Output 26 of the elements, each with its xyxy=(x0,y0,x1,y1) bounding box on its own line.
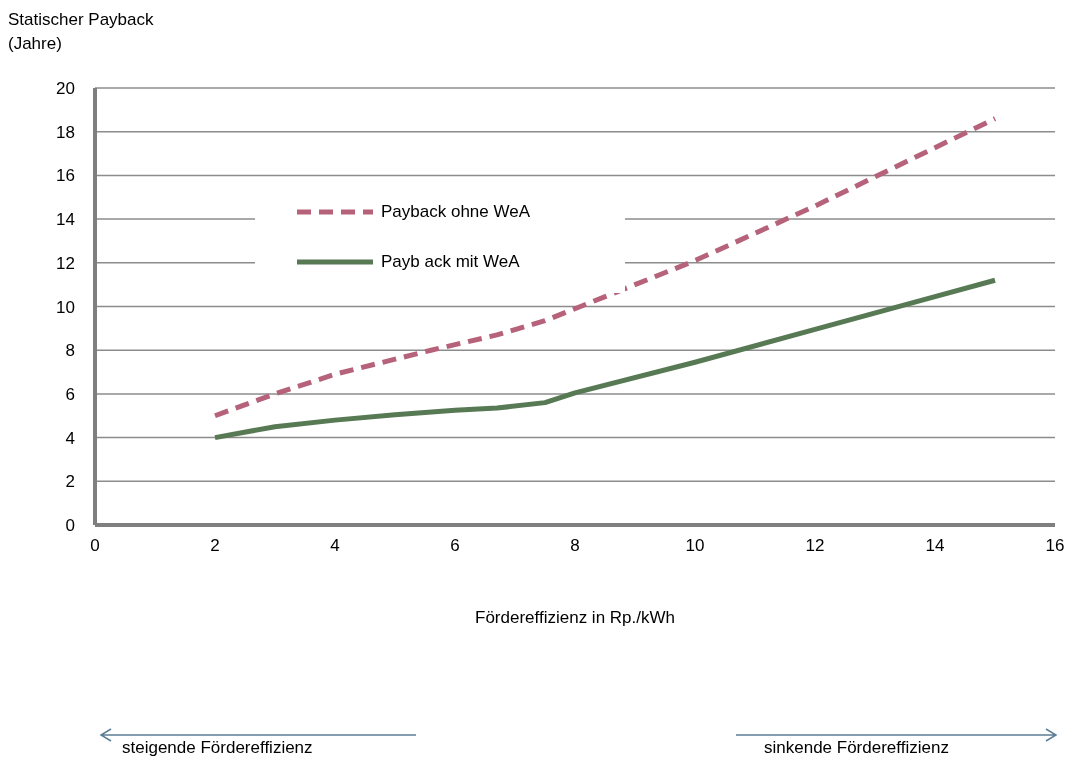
x-tick-label: 4 xyxy=(330,536,340,556)
x-axis-title: Fördereffizienz in Rp./kWh xyxy=(475,608,675,627)
y-tick-label: 18 xyxy=(56,122,75,142)
y-tick-label: 4 xyxy=(65,428,75,448)
y-tick-label: 10 xyxy=(56,297,75,317)
text: sinkende Fördereffizienz xyxy=(764,738,949,758)
x-tick-label: 12 xyxy=(805,536,825,556)
x-tick-label: 2 xyxy=(210,536,220,556)
x-tick-label: 6 xyxy=(450,536,460,556)
legend-label: Payb ack mit WeA xyxy=(381,252,520,272)
x-tick-label: 16 xyxy=(1045,536,1065,556)
y-tick-label: 6 xyxy=(65,384,75,404)
x-tick-label: 10 xyxy=(685,536,705,556)
legend-label: Payback ohne WeA xyxy=(381,202,530,222)
y-tick-label: 14 xyxy=(56,210,75,230)
y-tick-label: 8 xyxy=(65,341,75,361)
y-tick-label: 20 xyxy=(56,79,75,99)
x-tick-label: 0 xyxy=(90,536,100,556)
y-tick-label: 12 xyxy=(56,253,75,273)
y-tick-label: 16 xyxy=(56,166,75,186)
y-tick-label: 0 xyxy=(65,516,75,536)
text: steigende Fördereffizienz xyxy=(122,738,313,758)
x-tick-label: 8 xyxy=(570,536,580,556)
y-tick-label: 2 xyxy=(65,472,75,492)
x-tick-label: 14 xyxy=(925,536,945,556)
y-axis-title: Statischer Payback (Jahre) xyxy=(8,9,154,55)
